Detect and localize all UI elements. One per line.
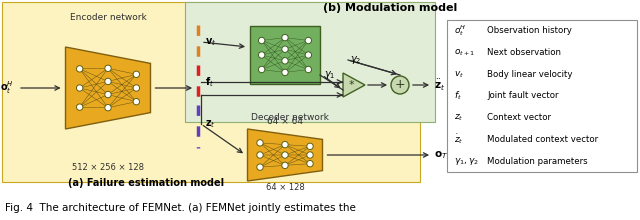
Text: $\gamma_1,\gamma_2$: $\gamma_1,\gamma_2$	[454, 156, 479, 167]
Bar	[2, 2, 420, 182]
Text: Modulated context vector: Modulated context vector	[487, 135, 598, 144]
Text: $\ddot{\mathbf{z}}_t$: $\ddot{\mathbf{z}}_t$	[434, 77, 445, 92]
Circle shape	[259, 52, 265, 58]
Circle shape	[307, 152, 313, 158]
Circle shape	[307, 160, 313, 167]
Polygon shape	[65, 47, 150, 129]
Polygon shape	[343, 73, 365, 97]
Circle shape	[257, 152, 263, 158]
Circle shape	[259, 37, 265, 44]
Circle shape	[76, 104, 83, 110]
Circle shape	[282, 162, 288, 169]
Text: $\mathbf{f}_t$: $\mathbf{f}_t$	[205, 75, 214, 89]
Text: $\mathbf{v}_t$: $\mathbf{v}_t$	[205, 36, 216, 48]
Circle shape	[282, 58, 288, 64]
Circle shape	[305, 52, 312, 58]
Circle shape	[105, 91, 111, 98]
Text: $\mathbf{o}_t^H$: $\mathbf{o}_t^H$	[0, 80, 14, 96]
Text: Joint fault vector: Joint fault vector	[487, 92, 559, 101]
Text: 512 × 256 × 128: 512 × 256 × 128	[72, 163, 144, 172]
Text: (b) Modulation model: (b) Modulation model	[323, 3, 457, 13]
Bar	[185, 2, 435, 122]
Circle shape	[391, 76, 409, 94]
Text: Fig. 4  The architecture of FEMNet. (a) FEMNet jointly estimates the: Fig. 4 The architecture of FEMNet. (a) F…	[5, 203, 356, 213]
Circle shape	[133, 71, 140, 77]
Circle shape	[282, 141, 288, 148]
FancyBboxPatch shape	[447, 20, 637, 172]
Text: $v_t$: $v_t$	[454, 69, 464, 80]
Text: +: +	[395, 79, 405, 92]
Text: $o_t^H$: $o_t^H$	[454, 23, 467, 38]
Text: Modulation parameters: Modulation parameters	[487, 157, 588, 166]
Circle shape	[305, 37, 312, 44]
Text: $\mathbf{z}_t$: $\mathbf{z}_t$	[205, 118, 216, 130]
Text: (a) Failure estimation model: (a) Failure estimation model	[68, 178, 224, 188]
Circle shape	[305, 66, 312, 73]
Circle shape	[133, 85, 140, 91]
Text: $\dot{z}_t$: $\dot{z}_t$	[454, 133, 463, 146]
Circle shape	[259, 66, 265, 73]
Circle shape	[257, 164, 263, 170]
Circle shape	[307, 143, 313, 150]
Bar	[250, 26, 320, 84]
Polygon shape	[248, 129, 323, 181]
Circle shape	[105, 65, 111, 72]
Text: 64 × 64: 64 × 64	[267, 117, 303, 126]
Text: Encoder network: Encoder network	[70, 13, 147, 22]
Circle shape	[282, 152, 288, 158]
Text: $\mathbf{o}_{T+1}$: $\mathbf{o}_{T+1}$	[434, 149, 461, 161]
Circle shape	[105, 104, 111, 111]
Circle shape	[282, 34, 288, 41]
Circle shape	[133, 99, 140, 105]
Circle shape	[282, 69, 288, 76]
Text: $\gamma_2$: $\gamma_2$	[350, 54, 362, 66]
Text: $\gamma_1$: $\gamma_1$	[324, 69, 335, 81]
Circle shape	[76, 85, 83, 91]
Circle shape	[105, 78, 111, 85]
Text: $f_t$: $f_t$	[454, 90, 462, 102]
Circle shape	[76, 66, 83, 72]
Text: Next observation: Next observation	[487, 48, 561, 57]
Text: $z_t$: $z_t$	[454, 112, 463, 123]
Text: $o_{t+1}$: $o_{t+1}$	[454, 47, 476, 58]
Text: Context vector: Context vector	[487, 113, 551, 122]
Text: Decoder network: Decoder network	[251, 114, 329, 123]
Circle shape	[257, 140, 263, 146]
Circle shape	[282, 46, 288, 52]
Text: Observation history: Observation history	[487, 26, 572, 35]
Text: *: *	[348, 80, 354, 90]
Text: Body linear velocity: Body linear velocity	[487, 70, 573, 79]
Text: 64 × 128: 64 × 128	[266, 183, 305, 192]
